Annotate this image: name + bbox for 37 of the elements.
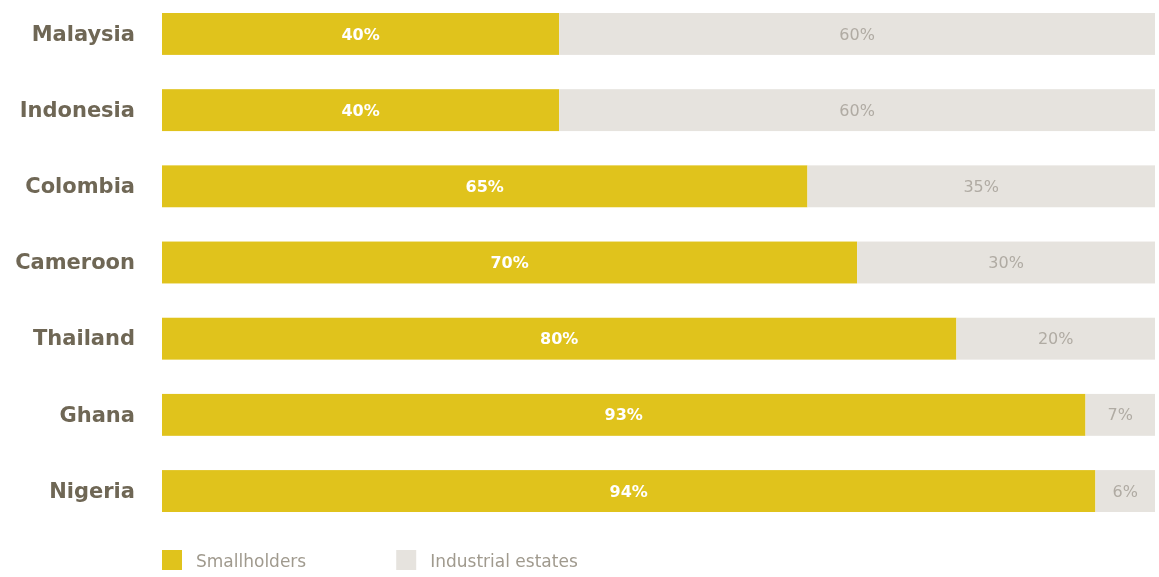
bar [162,317,957,360]
y-tick-label: Indonesia [19,97,135,122]
bar [956,317,1155,360]
bar [162,393,1086,436]
bar [162,13,560,55]
data-label: 93% [604,405,643,425]
y-tick-label: Cameroon [15,250,135,275]
data-label: 20% [1037,329,1074,349]
data-label: 7% [1107,405,1133,425]
data-label: 40% [341,24,380,44]
data-label: 35% [963,176,1000,196]
data-label: 30% [988,253,1024,273]
y-tick-label: Malaysia [31,21,135,46]
bar [1085,393,1155,436]
bar [162,89,560,132]
bar [807,165,1155,208]
bar [559,13,1155,55]
y-tick-label: Nigeria [49,478,135,503]
y-tick-label: Colombia [25,174,135,199]
data-label: 6% [1112,481,1138,501]
data-label: 70% [490,253,529,273]
data-label: 60% [839,24,875,44]
data-label: 80% [540,329,579,349]
bar [162,241,858,284]
bar [162,165,808,208]
legend-label: Industrial estates [430,551,578,571]
bar [857,241,1155,284]
data-label: 60% [839,100,875,120]
y-tick-label: Ghana [59,402,135,427]
data-label: 94% [609,481,648,501]
y-tick-label: Thailand [33,326,135,351]
bar [162,470,1096,512]
data-label: 40% [341,100,380,120]
data-label: 65% [465,176,504,196]
legend-label: Smallholders [196,551,307,571]
bar [559,89,1155,132]
bar [1095,470,1155,512]
